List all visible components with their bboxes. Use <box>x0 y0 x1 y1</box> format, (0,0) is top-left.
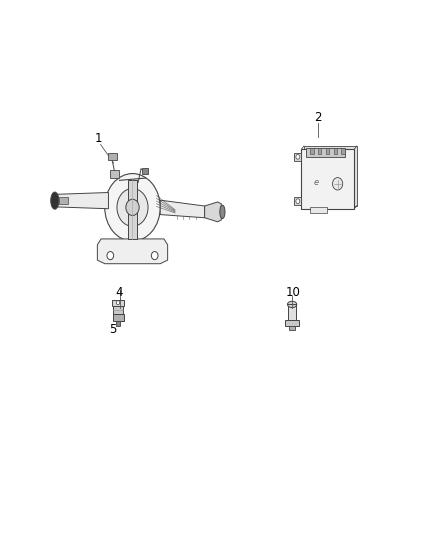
Bar <box>109 154 117 160</box>
Bar <box>318 148 321 155</box>
Bar <box>294 197 301 205</box>
Text: 10: 10 <box>286 286 300 298</box>
Polygon shape <box>97 239 168 264</box>
Circle shape <box>296 199 300 204</box>
Polygon shape <box>160 200 205 218</box>
Bar <box>326 148 329 155</box>
Circle shape <box>117 189 148 227</box>
Bar <box>341 148 345 155</box>
Text: 4: 4 <box>116 286 124 298</box>
Bar <box>110 170 119 178</box>
Bar <box>288 304 297 319</box>
Circle shape <box>296 155 300 159</box>
Bar <box>301 149 354 209</box>
Bar <box>113 306 123 314</box>
Ellipse shape <box>220 205 225 219</box>
Ellipse shape <box>51 192 59 209</box>
Text: 1: 1 <box>95 132 102 145</box>
Ellipse shape <box>287 301 297 308</box>
Text: e: e <box>314 179 318 187</box>
Bar <box>285 319 299 326</box>
Polygon shape <box>57 192 109 209</box>
Circle shape <box>152 252 158 260</box>
Bar <box>294 153 301 160</box>
Circle shape <box>105 174 160 241</box>
Bar <box>304 146 357 206</box>
Bar <box>310 148 314 155</box>
Bar <box>112 300 124 306</box>
Polygon shape <box>205 202 221 222</box>
Bar <box>310 207 328 213</box>
Bar <box>128 180 137 239</box>
Text: 5: 5 <box>109 323 116 336</box>
Circle shape <box>126 199 139 215</box>
Text: 2: 2 <box>314 111 321 124</box>
Circle shape <box>107 252 113 260</box>
Bar <box>113 314 124 321</box>
Bar <box>289 326 295 330</box>
Bar <box>334 148 337 155</box>
Bar <box>142 168 148 174</box>
Bar <box>59 197 68 204</box>
Bar <box>306 148 346 157</box>
Circle shape <box>332 177 343 190</box>
Circle shape <box>117 301 120 305</box>
Bar <box>116 321 120 326</box>
